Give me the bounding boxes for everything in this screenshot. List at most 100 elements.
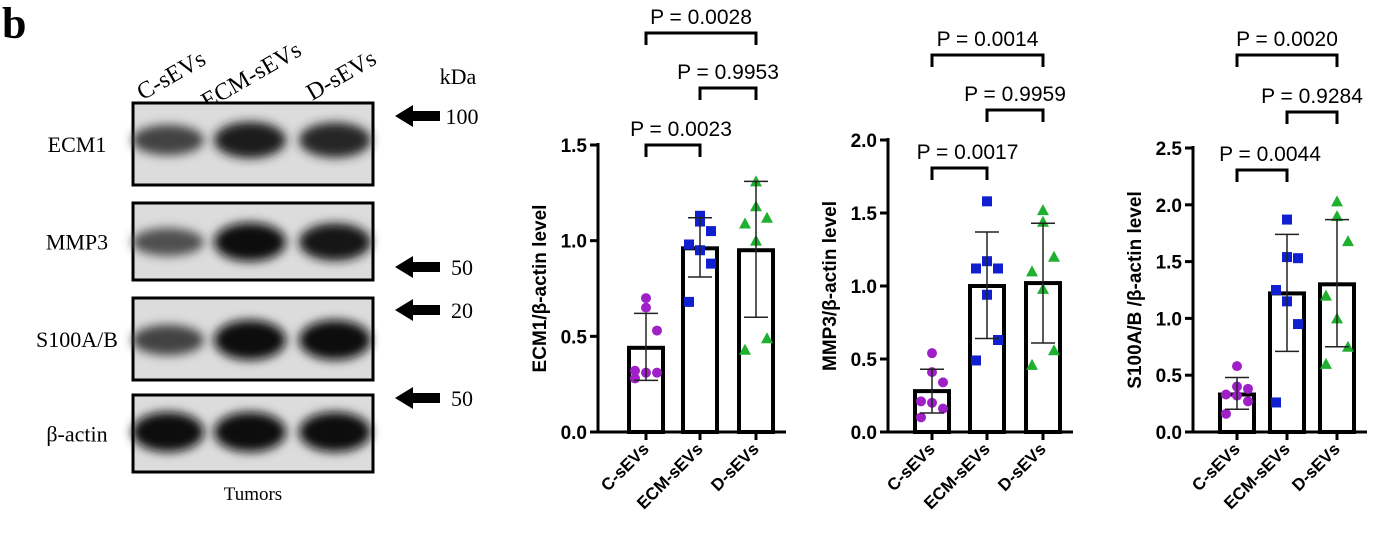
data-point-square xyxy=(1271,285,1281,295)
blot-row-label: ECM1 xyxy=(48,132,107,157)
y-tick-label: 2.0 xyxy=(1156,196,1182,217)
arrow-icon xyxy=(395,256,440,278)
y-tick-label: 2.5 xyxy=(1156,139,1183,160)
p-value-label: P = 0.0020 xyxy=(1236,28,1338,51)
protein-band xyxy=(214,121,286,159)
protein-band xyxy=(132,412,204,452)
data-point-triangle xyxy=(1026,265,1038,277)
data-point-triangle xyxy=(739,343,751,355)
blot-row-label: β-actin xyxy=(46,422,107,447)
y-axis-label: S100A/B /β-actin level xyxy=(1125,191,1146,388)
data-point-circle xyxy=(1232,361,1242,372)
data-point-circle xyxy=(630,373,640,384)
y-tick-label: 1.0 xyxy=(561,232,587,253)
p-value-label: P = 0.0028 xyxy=(650,6,752,29)
significance-bracket xyxy=(930,53,1045,67)
protein-band xyxy=(214,222,286,262)
arrow-icon xyxy=(395,105,440,127)
marker-kda: 20 xyxy=(451,298,473,323)
data-point-circle xyxy=(652,367,662,378)
data-point-circle xyxy=(1221,408,1231,419)
data-point-square xyxy=(706,226,716,237)
y-tick-label: 1.5 xyxy=(561,136,588,157)
data-point-circle xyxy=(938,403,948,414)
p-value-label: P = 0.0014 xyxy=(937,28,1039,51)
data-point-square xyxy=(1293,253,1303,264)
significance-bracket xyxy=(1285,110,1339,124)
data-point-circle xyxy=(630,365,640,376)
y-tick-label: 1.5 xyxy=(1156,253,1183,274)
x-tick-label: D-sEVs xyxy=(1288,439,1344,495)
data-point-triangle xyxy=(1342,235,1354,247)
data-point-triangle xyxy=(1048,250,1060,262)
y-axis-label: ECM1/β-actin level xyxy=(530,205,551,373)
data-point-square xyxy=(971,263,981,274)
protein-band xyxy=(132,124,204,156)
x-tick-label: D-sEVs xyxy=(994,439,1050,495)
data-point-circle xyxy=(1221,389,1231,400)
data-point-circle xyxy=(1243,383,1253,394)
data-point-triangle xyxy=(761,332,773,344)
significance-bracket xyxy=(698,86,758,100)
p-value-label: P = 0.0023 xyxy=(630,118,732,141)
data-point-triangle xyxy=(739,217,751,229)
data-point-square xyxy=(695,210,705,221)
data-point-circle xyxy=(916,412,926,423)
marker-kda: 50 xyxy=(451,255,473,280)
data-point-square xyxy=(684,296,694,307)
blot-row: S100A/B 20 xyxy=(36,296,473,382)
x-tick-label: C-sEVs xyxy=(597,439,653,495)
significance-bracket xyxy=(1235,53,1339,67)
significance-bracket xyxy=(644,143,702,157)
y-tick-label: 2.0 xyxy=(851,131,877,152)
blot-footer: Tumors xyxy=(224,484,282,505)
y-tick-label: 0.5 xyxy=(851,350,878,371)
protein-band xyxy=(299,223,371,261)
data-point-circle xyxy=(641,302,651,313)
y-tick-label: 1.0 xyxy=(1156,309,1182,330)
y-tick-label: 1.5 xyxy=(851,204,878,225)
protein-band xyxy=(299,320,371,360)
p-value-label: P = 0.0017 xyxy=(917,141,1019,164)
y-tick-label: 0.5 xyxy=(561,327,588,348)
protein-band xyxy=(214,412,286,452)
data-point-square xyxy=(684,239,694,250)
kda-label: kDa xyxy=(440,64,477,89)
data-point-circle xyxy=(916,396,926,407)
data-point-square xyxy=(982,196,992,207)
data-point-triangle xyxy=(1048,344,1060,356)
p-value-label: P = 0.0044 xyxy=(1219,143,1321,166)
blot-row: MMP3 50 xyxy=(46,201,473,282)
data-point-triangle xyxy=(1026,358,1038,370)
y-tick-label: 0.0 xyxy=(1156,423,1182,444)
data-point-square xyxy=(993,263,1003,274)
significance-bracket xyxy=(985,108,1045,122)
protein-band xyxy=(299,412,371,452)
data-point-triangle xyxy=(1320,357,1332,369)
protein-band xyxy=(299,122,371,158)
blot-row-label: S100A/B xyxy=(36,327,118,352)
significance-bracket xyxy=(644,31,758,45)
blot-row: β-actin 50 xyxy=(46,386,473,474)
p-value-label: P = 0.9953 xyxy=(677,61,779,84)
data-point-triangle xyxy=(1037,204,1049,216)
data-point-triangle xyxy=(1037,215,1049,227)
panel-label: b xyxy=(2,0,26,48)
data-point-square xyxy=(1271,397,1281,408)
y-tick-label: 0.0 xyxy=(561,423,587,444)
data-point-circle xyxy=(652,325,662,336)
data-point-square xyxy=(706,258,716,269)
bar-chart: 0.0 0.5 1.0 1.5 2.0 2.5 S100A/B /β-actin level… xyxy=(1125,28,1367,513)
data-point-circle xyxy=(927,348,937,359)
p-value-label: P = 0.9284 xyxy=(1261,85,1363,108)
x-tick-label: C-sEVs xyxy=(883,439,939,495)
protein-band xyxy=(132,228,204,256)
protein-band xyxy=(214,320,286,360)
significance-bracket xyxy=(930,166,989,180)
data-point-triangle xyxy=(761,211,773,223)
y-tick-label: 0.0 xyxy=(851,423,877,444)
